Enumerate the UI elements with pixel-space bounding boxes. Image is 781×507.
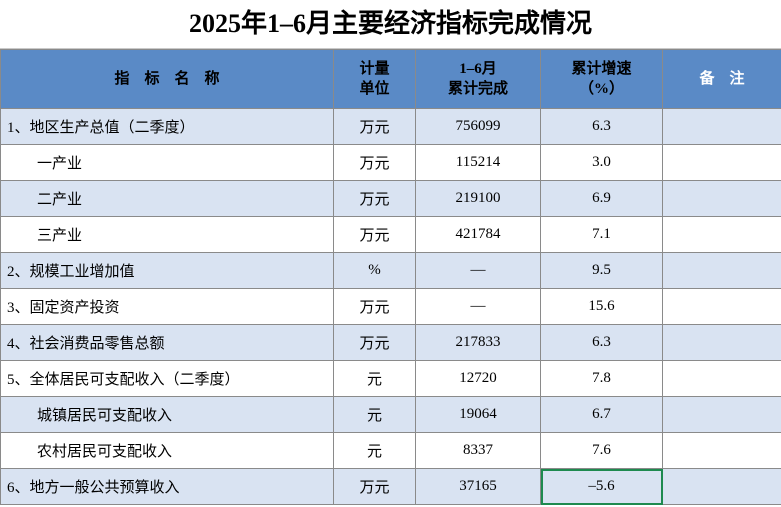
table-cell <box>662 216 781 253</box>
table-row: 农村居民可支配收入元 8337 7.6 <box>0 432 781 469</box>
table-cell <box>662 396 781 433</box>
table-cell: 756099 <box>415 108 541 145</box>
header-cell: 计量 单位 <box>333 49 416 109</box>
table-cell <box>662 432 781 469</box>
table-cell <box>662 468 781 505</box>
table-cell: 万元 <box>333 216 416 253</box>
header-cell: 1–6月 累计完成 <box>415 49 541 109</box>
table-cell: 37165 <box>415 468 541 505</box>
table-cell: 6.3 <box>540 324 663 361</box>
table-cell: — <box>415 252 541 289</box>
table-cell: 15.6 <box>540 288 663 325</box>
table-row: 5、全体居民可支配收入（二季度）元 12720 7.8 <box>0 360 781 397</box>
table-cell: 7.8 <box>540 360 663 397</box>
indicator-name: 三产业 <box>0 216 334 253</box>
indicator-name: 1、地区生产总值（二季度） <box>0 108 334 145</box>
indicator-name: 二产业 <box>0 180 334 217</box>
header-row: 指 标 名 称计量 单位 1–6月 累计完成 累计增速 （%）备 注 <box>0 49 781 109</box>
table-row: 3、固定资产投资 万元 —15.6 <box>0 288 781 325</box>
table: 指 标 名 称计量 单位 1–6月 累计完成 累计增速 （%）备 注 1、地区生产总… <box>0 49 781 505</box>
table-row: 二产业 万元 219100 6.9 <box>0 180 781 217</box>
indicator-name: 3、固定资产投资 <box>0 288 334 325</box>
indicator-name: 5、全体居民可支配收入（二季度） <box>0 360 334 397</box>
table-cell: 9.5 <box>540 252 663 289</box>
table-cell: 8337 <box>415 432 541 469</box>
table-cell: 万元 <box>333 324 416 361</box>
indicator-name: 农村居民可支配收入 <box>0 432 334 469</box>
table-cell: 6.3 <box>540 108 663 145</box>
indicator-name: 2、规模工业增加值 <box>0 252 334 289</box>
table-row: 4、社会消费品零售总额 万元 217833 6.3 <box>0 324 781 361</box>
table-cell <box>662 144 781 181</box>
table-cell: 万元 <box>333 108 416 145</box>
table-cell: % <box>333 252 416 289</box>
table-cell <box>662 288 781 325</box>
table-cell: 19064 <box>415 396 541 433</box>
table-cell <box>662 180 781 217</box>
table-cell: 3.0 <box>540 144 663 181</box>
table-cell <box>662 252 781 289</box>
table-cell: 6.9 <box>540 180 663 217</box>
table-cell <box>662 360 781 397</box>
table-row: 6、地方一般公共预算收入 万元 37165 –5.6 <box>0 468 781 505</box>
header-cell: 指 标 名 称 <box>0 49 334 109</box>
table-cell: 元 <box>333 360 416 397</box>
table-cell: 6.7 <box>540 396 663 433</box>
table-cell: — <box>415 288 541 325</box>
table-cell: 元 <box>333 396 416 433</box>
table-cell: 421784 <box>415 216 541 253</box>
table-row: 1、地区生产总值（二季度） 万元 756099 6.3 <box>0 108 781 145</box>
indicator-name: 4、社会消费品零售总额 <box>0 324 334 361</box>
table-row: 一产业 万元 115214 3.0 <box>0 144 781 181</box>
table-cell: 7.1 <box>540 216 663 253</box>
table-cell: 万元 <box>333 144 416 181</box>
table-row: 城镇居民可支配收入元 19064 6.7 <box>0 396 781 433</box>
indicator-name: 一产业 <box>0 144 334 181</box>
table-cell: 万元 <box>333 288 416 325</box>
table-cell: 7.6 <box>540 432 663 469</box>
header-cell: 备 注 <box>662 49 781 109</box>
table-cell: 219100 <box>415 180 541 217</box>
table-cell: 217833 <box>415 324 541 361</box>
table-row: 2、规模工业增加值% —9.5 <box>0 252 781 289</box>
indicator-name: 6、地方一般公共预算收入 <box>0 468 334 505</box>
table-cell <box>662 324 781 361</box>
table-cell: 万元 <box>333 468 416 505</box>
table-cell: –5.6 <box>540 468 663 505</box>
table-cell: 12720 <box>415 360 541 397</box>
indicator-name: 城镇居民可支配收入 <box>0 396 334 433</box>
header-cell: 累计增速 （%） <box>540 49 663 109</box>
title: 2025年1–6月主要经济指标完成情况 <box>0 0 781 49</box>
table-row: 三产业 万元 421784 7.1 <box>0 216 781 253</box>
table-cell: 115214 <box>415 144 541 181</box>
table-cell <box>662 108 781 145</box>
table-cell: 万元 <box>333 180 416 217</box>
table-cell: 元 <box>333 432 416 469</box>
